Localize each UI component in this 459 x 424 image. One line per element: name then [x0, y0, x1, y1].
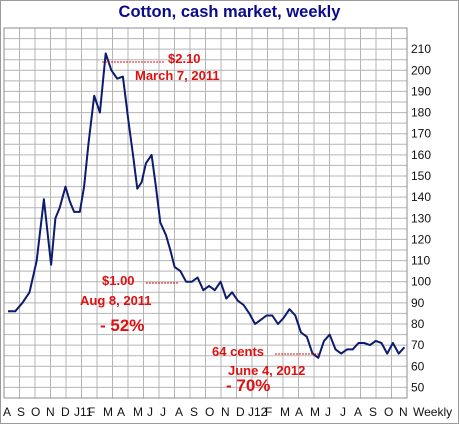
chart-title: Cotton, cash market, weekly [118, 3, 341, 21]
annotation-label: $1.00 [102, 273, 135, 288]
annotation-label: June 4, 2012 [228, 363, 305, 378]
x-tick-label: A [3, 405, 11, 419]
y-tick-label: 210 [411, 42, 431, 56]
x-tick-label: O [384, 405, 393, 419]
x-axis-label: Weekly [413, 405, 452, 419]
x-tick-label: O [205, 405, 214, 419]
x-tick-label: O [31, 405, 40, 419]
annotation-label: - 52% [100, 316, 144, 335]
x-tick-label: A [175, 405, 183, 419]
x-tick-label: J [147, 405, 153, 419]
y-axis-ticks: 50 60 70 80 90 100 110 120 130 140 150 160 170 180 190… [411, 42, 431, 394]
annotation-label: 64 cents [212, 344, 264, 359]
x-tick-label: F [88, 405, 95, 419]
y-tick-label: 140 [411, 190, 431, 204]
y-tick-label: 200 [411, 63, 431, 77]
y-tick-label: 180 [411, 106, 431, 120]
y-tick-label: 190 [411, 84, 431, 98]
annotation-label: - 70% [226, 376, 270, 395]
y-tick-label: 50 [411, 380, 425, 394]
grid [3, 27, 408, 399]
x-tick-label: A [117, 405, 125, 419]
x-tick-label: J [325, 405, 331, 419]
y-tick-label: 150 [411, 169, 431, 183]
series-layer [8, 52, 406, 359]
y-tick-label: 90 [411, 296, 425, 310]
x-tick-label: A [354, 405, 362, 419]
x-tick-label: M [103, 405, 113, 419]
y-tick-label: 80 [411, 317, 425, 331]
y-tick-label: 160 [411, 148, 431, 162]
plot-border [3, 27, 408, 399]
annotation-label: March 7, 2011 [135, 68, 220, 83]
x-tick-label: S [369, 405, 377, 419]
x-tick-label: D [236, 405, 245, 419]
x-tick-label: M [310, 405, 320, 419]
x-tick-label: J [160, 405, 166, 419]
x-tick-label: N [399, 405, 408, 419]
y-tick-label: 110 [411, 254, 430, 268]
x-tick-label: D [61, 405, 70, 419]
x-tick-label: M [133, 405, 143, 419]
x-tick-label: J12 [248, 405, 268, 419]
y-tick-label: 100 [411, 275, 431, 289]
x-tick-label: A [295, 405, 303, 419]
annotation-label: $2.10 [168, 51, 201, 66]
x-tick-label: J [340, 405, 346, 419]
x-tick-label: S [190, 405, 198, 419]
annotations-layer: $2.10 March 7, 2011 $1.00 Aug 8, 2011 - 52% 6… [80, 51, 320, 395]
price-line [8, 52, 406, 359]
y-tick-label: 120 [411, 232, 431, 246]
x-tick-label: N [221, 405, 230, 419]
x-tick-label: M [280, 405, 290, 419]
x-tick-label: J11 [74, 405, 93, 419]
x-tick-label: N [46, 405, 55, 419]
y-tick-label: 170 [411, 127, 431, 141]
x-tick-label: S [17, 405, 25, 419]
y-tick-label: 70 [411, 338, 425, 352]
y-tick-label: 60 [411, 359, 425, 373]
x-tick-label: F [265, 405, 272, 419]
y-tick-label: 130 [411, 211, 431, 225]
annotation-label: Aug 8, 2011 [80, 293, 152, 308]
